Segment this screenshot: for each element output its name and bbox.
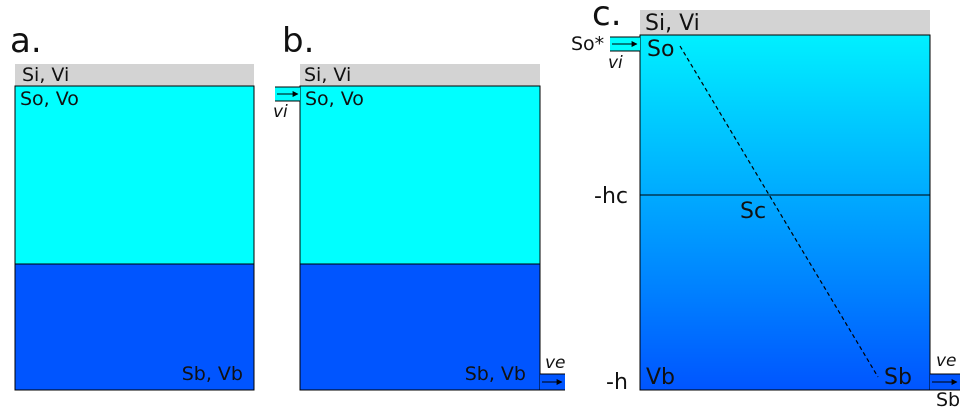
panel-c-label: c.	[592, 0, 622, 34]
panel-b: b. vi ve Si, Vi So, Vo Sb, Vb	[273, 21, 566, 391]
panel-c-top-salinity: So	[647, 37, 674, 62]
panel-a-lower-label: Sb, Vb	[182, 363, 243, 385]
panel-c-salinity-profile	[679, 45, 879, 378]
panel-c: c. Si, Vi So* vi So -hc Sc -h Vb Sb ve S…	[571, 0, 960, 411]
panel-c-bottom-volume: Vb	[646, 365, 675, 390]
panel-c-top-band-label: Si, Vi	[645, 11, 700, 36]
panel-b-lower-layer	[299, 263, 541, 391]
panel-b-label: b.	[282, 21, 314, 61]
panel-c-mid-salinity: Sc	[740, 199, 766, 224]
panel-b-inflow-velocity: vi	[273, 102, 288, 122]
panel-c-outflow-velocity: ve	[936, 351, 957, 371]
panel-a-top-band-label: Si, Vi	[22, 64, 69, 86]
panel-c-bottom-depth: -h	[606, 370, 628, 395]
panel-b-top-band-label: Si, Vi	[304, 64, 351, 86]
panel-a-surface-band	[15, 64, 254, 86]
panel-b-upper-label: So, Vo	[305, 88, 364, 110]
panel-c-water-column	[639, 34, 931, 391]
panel-b-lower-label: Sb, Vb	[465, 363, 526, 385]
panel-a-upper-layer	[14, 85, 255, 265]
panel-b-outflow-velocity: ve	[545, 353, 566, 373]
panel-a-label: a.	[10, 21, 42, 61]
panel-c-bottom-salinity: Sb	[884, 365, 912, 390]
panel-c-hc-label: -hc	[594, 184, 628, 209]
panel-c-inflow-velocity: vi	[608, 53, 623, 73]
panel-c-inflow-salinity: So*	[571, 33, 604, 55]
panel-b-surface-band	[300, 64, 540, 86]
panel-c-outflow-salinity: Sb	[936, 389, 960, 411]
panel-a: a. Si, Vi So, Vo Sb, Vb	[10, 21, 255, 391]
panel-a-lower-layer	[14, 263, 255, 391]
panel-a-upper-label: So, Vo	[20, 88, 79, 110]
panel-b-upper-layer	[299, 85, 541, 265]
panel-c-surface-band	[640, 10, 930, 35]
